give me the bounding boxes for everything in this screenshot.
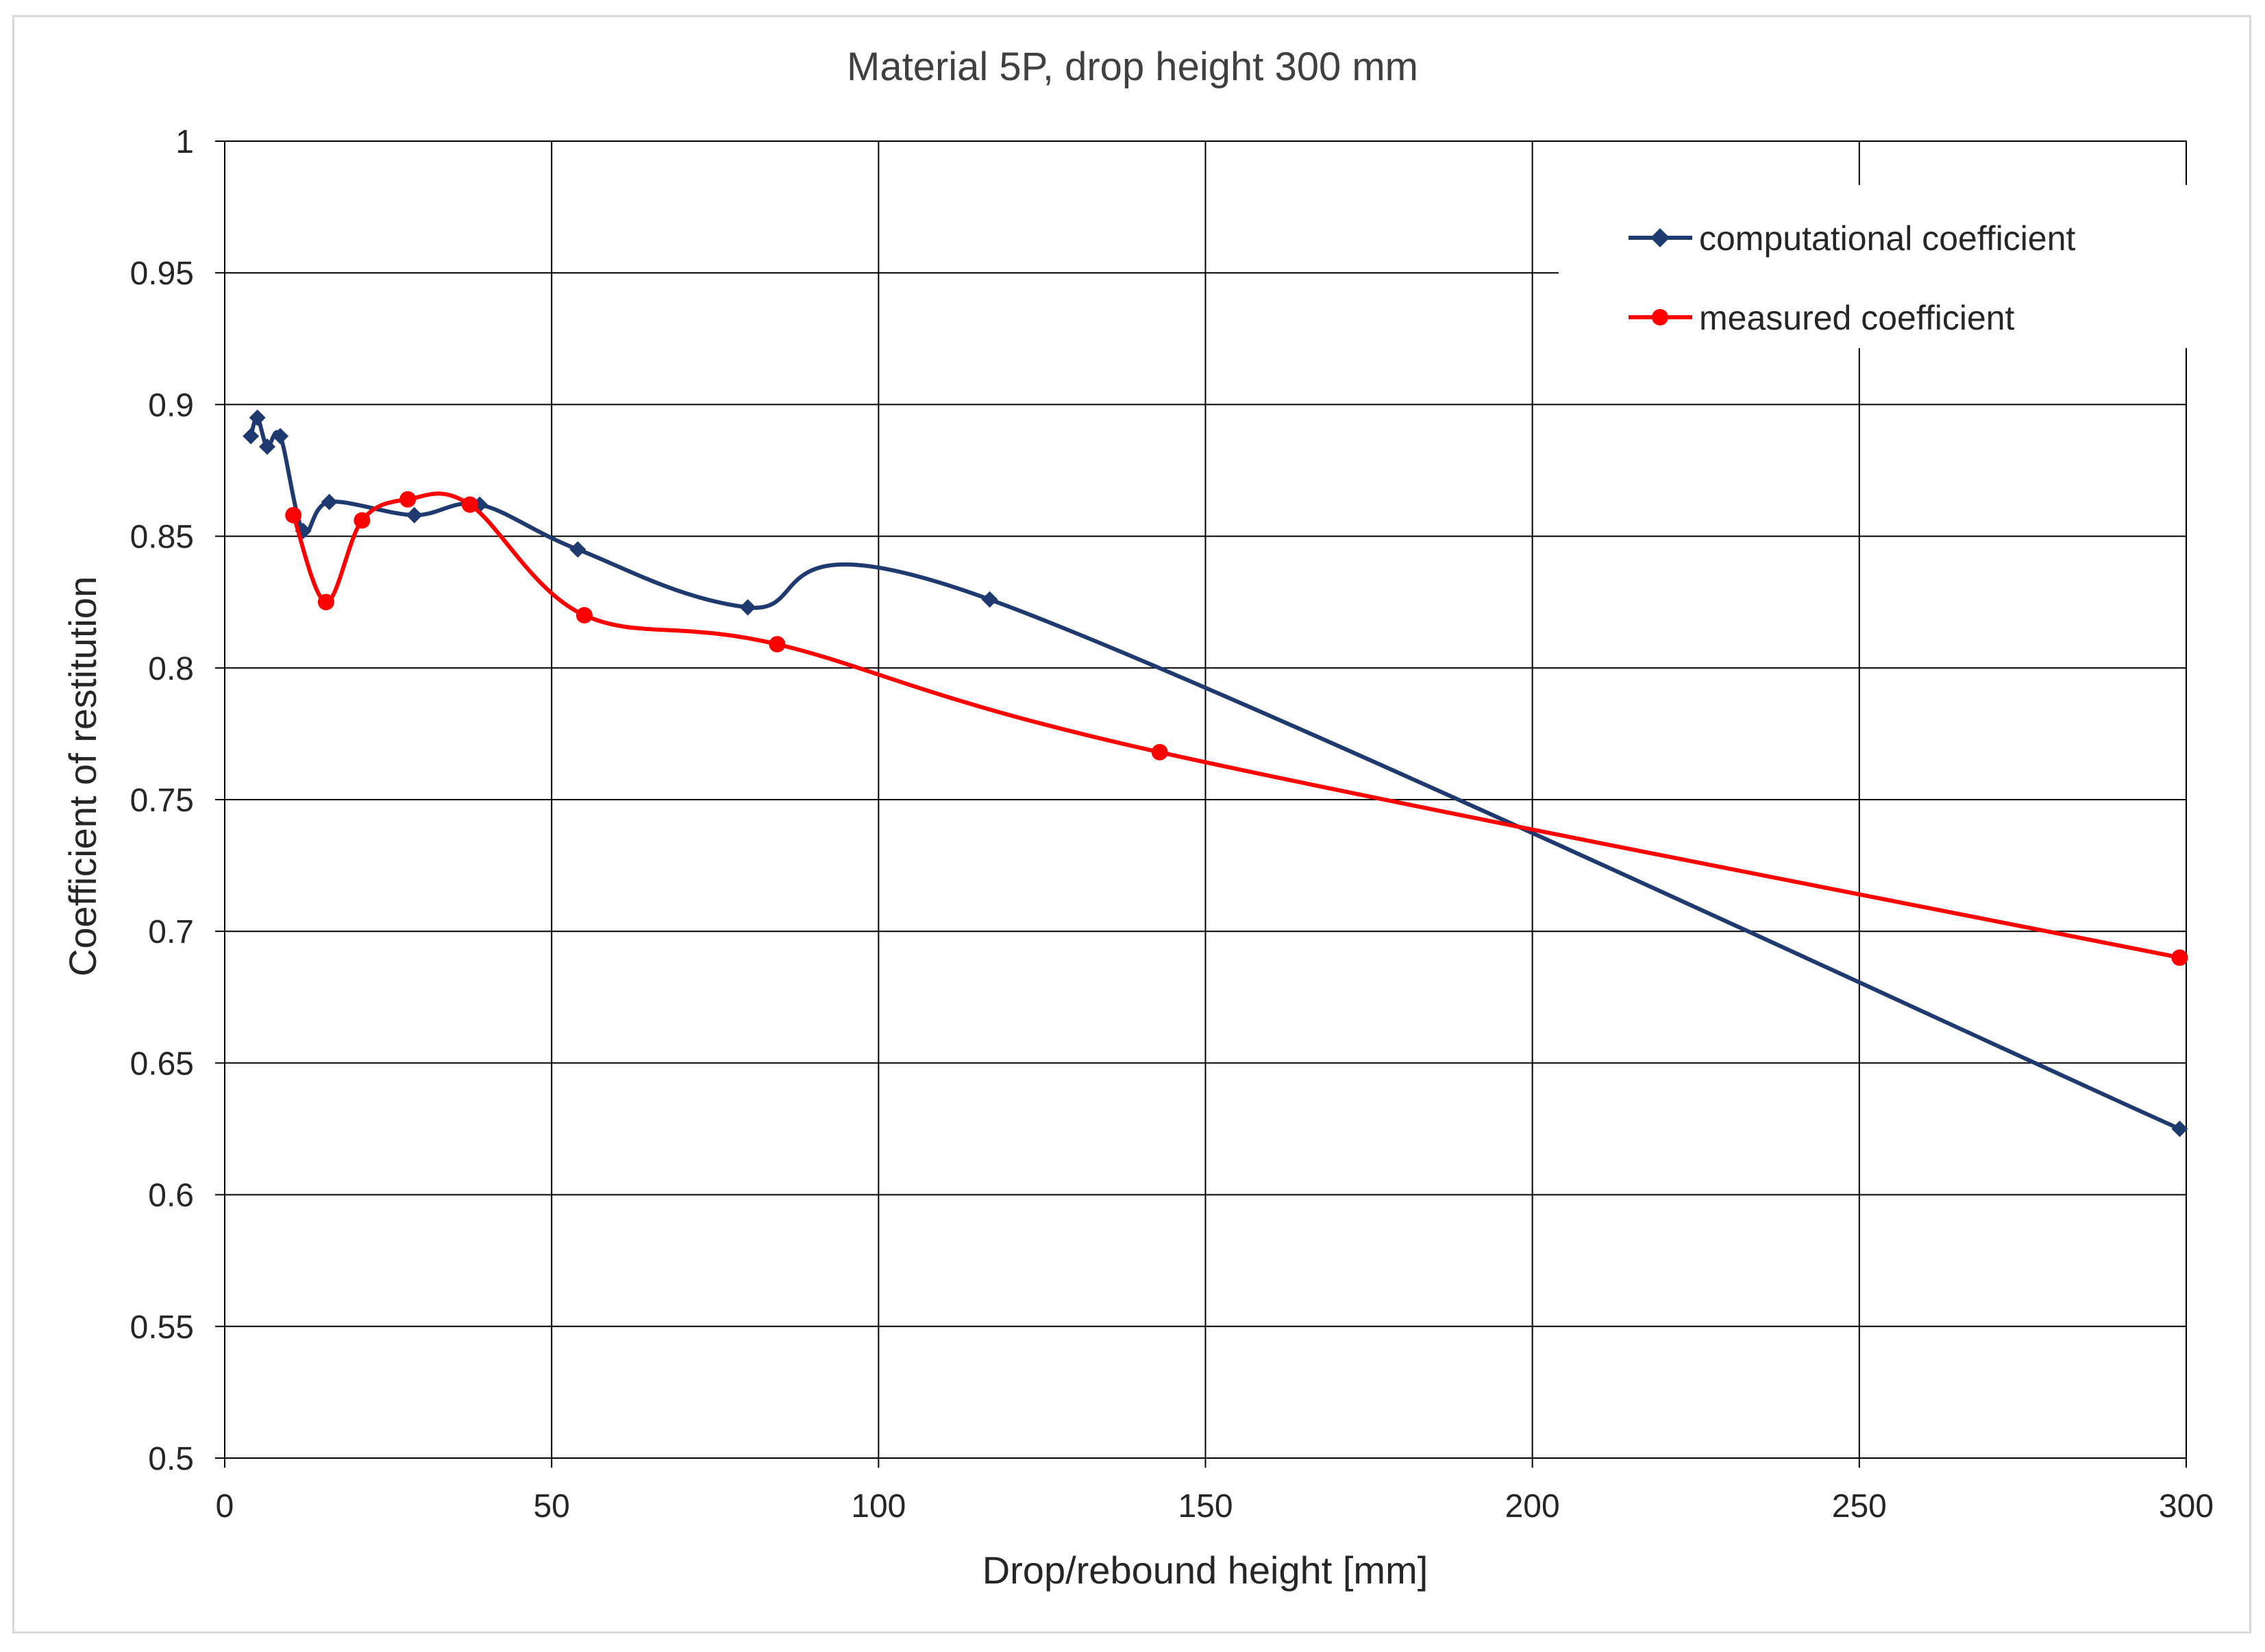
x-tick-label: 250 <box>1832 1488 1887 1525</box>
y-tick-label: 0.55 <box>130 1309 194 1346</box>
data-point <box>259 438 276 455</box>
x-axis-label: Drop/rebound height [mm] <box>982 1549 1428 1592</box>
y-tick-label: 1 <box>175 124 194 160</box>
data-point <box>243 428 260 445</box>
axes <box>215 140 2187 1468</box>
data-point <box>2171 949 2188 966</box>
legend: computational coefficient measured coeff… <box>1559 185 2188 348</box>
data-point <box>406 506 423 523</box>
y-tick-label: 0.65 <box>130 1046 194 1082</box>
data-point <box>285 506 302 523</box>
y-tick-labels: 0.5 0.55 0.6 0.65 0.7 0.75 0.8 0.85 0.9 0.95 1 <box>130 124 194 1477</box>
legend-label-measured: measured coefficient <box>1699 299 2015 337</box>
x-tick-label: 0 <box>216 1488 234 1525</box>
data-point <box>461 496 478 513</box>
chart-title: Material 5P, drop height 300 mm <box>847 45 1418 89</box>
series-line <box>291 491 2181 960</box>
y-tick-label: 0.75 <box>130 782 194 819</box>
y-tick-label: 0.7 <box>148 914 194 950</box>
series-measured <box>285 491 2188 966</box>
y-tick-label: 0.6 <box>148 1178 194 1214</box>
data-point <box>981 591 998 608</box>
data-point <box>317 593 334 611</box>
x-tick-label: 100 <box>851 1488 906 1525</box>
data-point <box>399 491 417 508</box>
series-line <box>249 415 2181 1131</box>
y-tick-label: 0.5 <box>148 1441 194 1477</box>
data-point <box>739 599 756 616</box>
y-axis-label: Coefficient of restitution <box>61 576 104 976</box>
legend-label-computational: computational coefficient <box>1699 219 2076 258</box>
x-tick-labels: 0 50 100 150 200 250 300 <box>216 1488 2214 1525</box>
data-point <box>1151 743 1168 761</box>
data-point <box>575 606 593 624</box>
data-point <box>249 409 266 426</box>
x-tick-label: 200 <box>1505 1488 1560 1525</box>
data-point <box>354 512 371 529</box>
y-tick-label: 0.9 <box>148 387 194 423</box>
x-tick-label: 50 <box>533 1488 569 1525</box>
data-point <box>321 493 338 510</box>
x-tick-label: 150 <box>1178 1488 1233 1525</box>
x-tick-label: 300 <box>2159 1488 2214 1525</box>
legend-marker-measured <box>1652 309 1668 325</box>
data-point <box>272 428 289 445</box>
data-point <box>769 636 786 653</box>
y-tick-label: 0.95 <box>130 256 194 292</box>
data-point <box>2171 1120 2188 1137</box>
data-point <box>569 541 586 558</box>
series-layer <box>243 409 2188 1137</box>
legend-marker-computational <box>1650 228 1670 247</box>
y-tick-label: 0.85 <box>130 519 194 556</box>
plot-area-border <box>224 140 2187 1459</box>
series-computational <box>243 409 2188 1137</box>
y-tick-label: 0.8 <box>148 651 194 687</box>
